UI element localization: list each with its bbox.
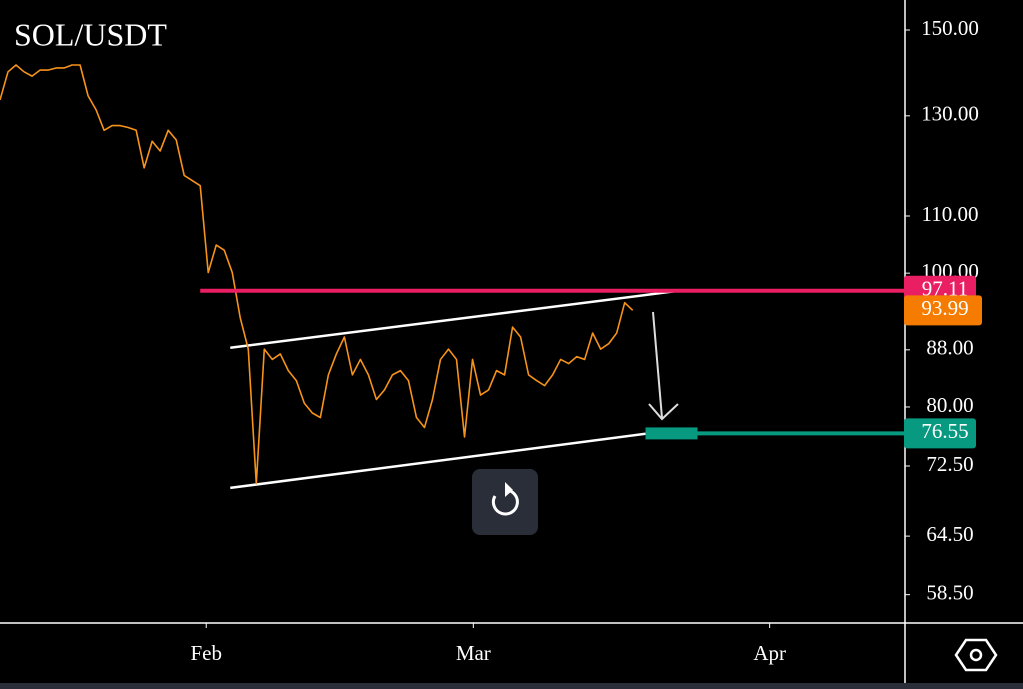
plot: 150.00130.00110.00100.0088.0080.0072.506… [0, 16, 979, 665]
y-tick-label: 72.50 [926, 452, 973, 476]
y-tick-label: 80.00 [926, 393, 973, 417]
level-badge [904, 418, 976, 449]
bottom-bar [0, 683, 1023, 689]
x-tick-label: Apr [753, 641, 786, 665]
reset-button[interactable] [472, 469, 538, 535]
y-tick-label: 64.50 [926, 522, 973, 546]
projection-arrow [648, 311, 679, 421]
settings-button[interactable] [954, 638, 998, 672]
level-label: 76.55 [921, 419, 968, 443]
trendline [230, 432, 646, 490]
last-price-label: 93.99 [921, 296, 968, 320]
x-tick-label: Mar [456, 641, 491, 665]
y-tick-label: 88.00 [926, 336, 973, 360]
trendline [230, 290, 674, 350]
y-tick-label: 58.50 [926, 580, 973, 604]
price-line [0, 64, 634, 485]
chart-title: SOL/USDT [14, 16, 167, 52]
target-zone [645, 427, 698, 440]
y-tick-label: 110.00 [922, 202, 979, 226]
y-tick-label: 130.00 [921, 102, 979, 126]
x-tick-label: Feb [190, 641, 222, 665]
y-tick-label: 150.00 [921, 16, 979, 40]
last-price-badge [904, 295, 982, 326]
